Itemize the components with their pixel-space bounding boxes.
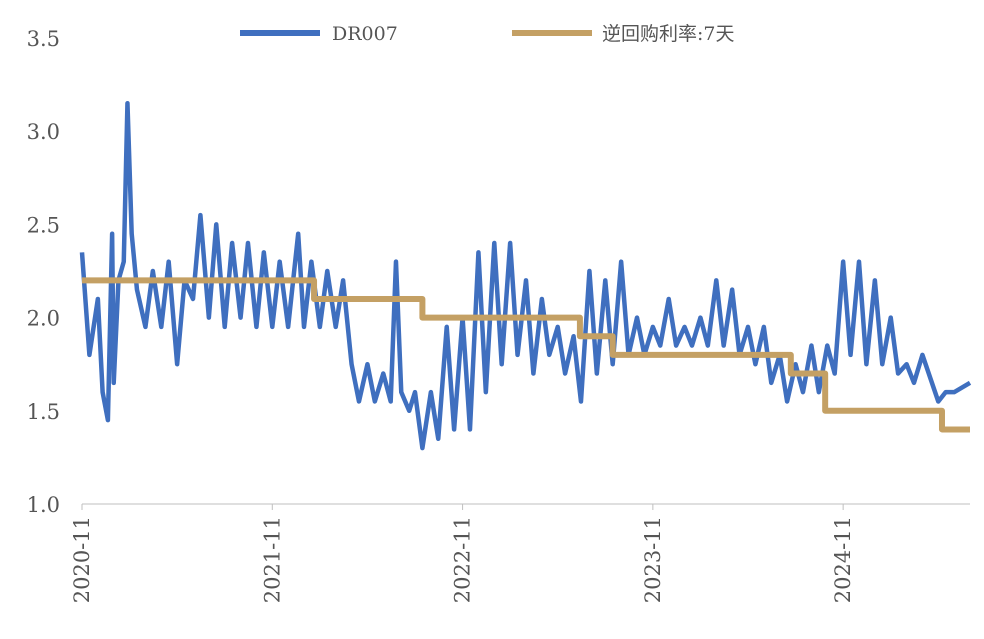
- series-layer: [79, 100, 972, 451]
- legend: DR007 逆回购利率:7天: [240, 23, 735, 45]
- series-line-dr007: [79, 100, 972, 451]
- y-axis: 1.0 1.5 2.0 2.5 3.0 3.5: [27, 27, 970, 517]
- x-tick-label: 2020-11: [70, 516, 94, 603]
- x-tick-label: 2022-11: [451, 516, 475, 603]
- y-tick-label: 1.5: [27, 400, 60, 424]
- x-tick-label: 2024-11: [831, 516, 855, 603]
- y-tick-label: 3.0: [27, 120, 60, 144]
- y-tick-label: 2.0: [27, 307, 60, 331]
- y-tick-label: 1.0: [27, 493, 60, 517]
- y-tick-label: 3.5: [27, 27, 60, 51]
- x-axis: 2020-11 2021-11 2022-11 2023-11 2024-11: [70, 504, 855, 603]
- x-tick-label: 2023-11: [641, 516, 665, 603]
- x-tick-label: 2021-11: [260, 516, 284, 603]
- legend-label-dr007: DR007: [332, 23, 398, 45]
- legend-label-reverse-repo: 逆回购利率:7天: [602, 23, 735, 45]
- series-line-reverse-repo: [82, 277, 970, 433]
- y-tick-label: 2.5: [27, 213, 60, 237]
